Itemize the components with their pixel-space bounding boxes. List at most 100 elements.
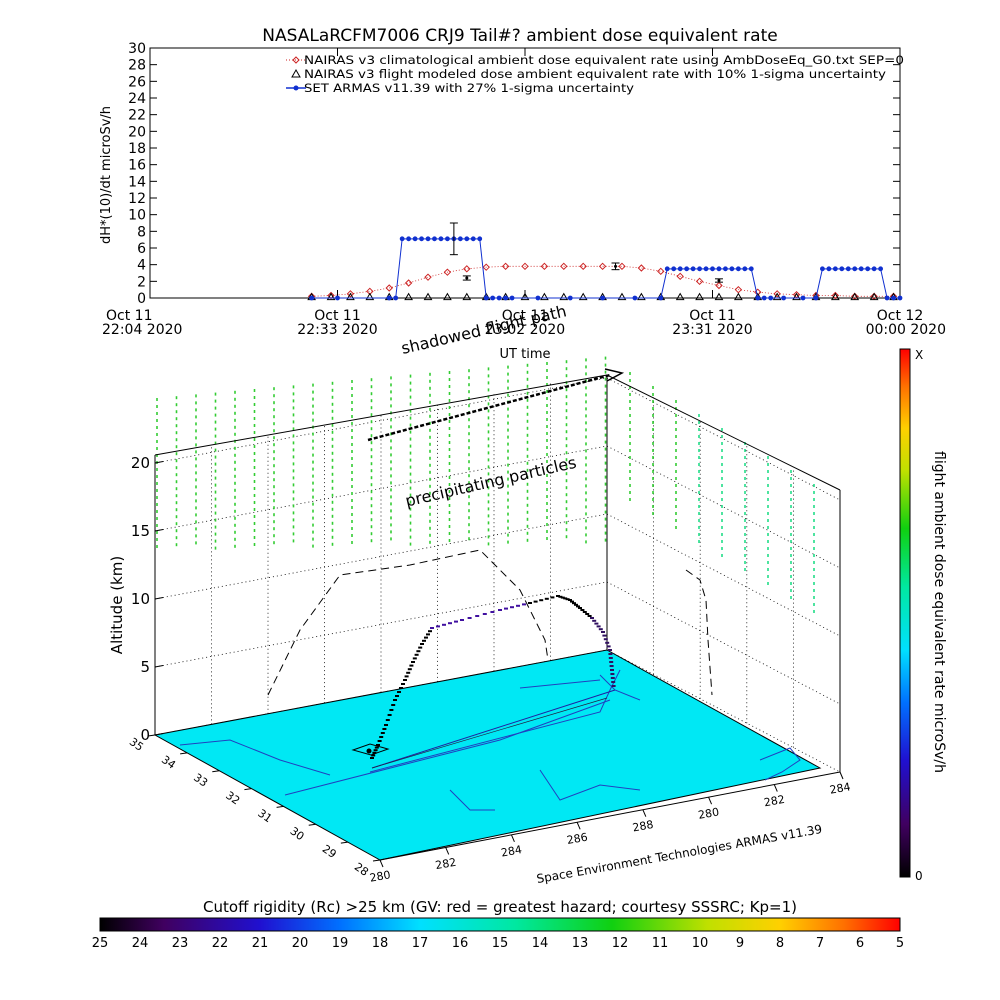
flight-path-dot: [611, 681, 616, 683]
flight-path-dot: [510, 606, 514, 609]
flight-path-dot: [401, 683, 405, 685]
armas-point: [425, 236, 431, 242]
x-tick-label: Oct 12: [877, 308, 923, 324]
flight-path-dot: [504, 607, 508, 610]
armas-point: [703, 266, 709, 272]
rigidity-label: 11: [652, 936, 669, 951]
legend: NAIRAS v3 climatological ambient dose eq…: [286, 53, 904, 95]
flight-path-dot: [516, 604, 520, 607]
flight-path-dot: [389, 709, 394, 711]
climatological-point: [637, 264, 646, 272]
flight-path-dot: [522, 603, 526, 606]
dose-colorbar: X 0 flight ambient dose equivalent rate …: [899, 348, 947, 883]
y-tick-label: 16: [128, 158, 146, 174]
lat-tick-label: 28: [352, 860, 371, 879]
z-tick-mark: [154, 597, 164, 600]
x-tick-label: Oct 11: [502, 308, 548, 324]
climatological-point: [346, 290, 355, 298]
flight-path-dot: [399, 687, 403, 689]
coastline: [519, 679, 601, 689]
armas-point: [671, 266, 677, 272]
flight-path-dot: [374, 746, 379, 749]
aircraft-center: [366, 748, 372, 754]
climatological-point: [385, 284, 393, 292]
flight-path-dot: [602, 634, 607, 637]
rigidity-label: 21: [252, 936, 269, 951]
armas-point: [664, 266, 670, 272]
armas-point: [567, 295, 573, 301]
y-tick-label: 0: [137, 291, 146, 307]
lon-tick-label: 284: [500, 843, 523, 859]
flight-path-dot: [605, 641, 610, 644]
flight-path-dot: [539, 599, 544, 602]
aircraft-marker: [351, 743, 390, 756]
wall-gridline: [606, 445, 841, 569]
armas-point: [432, 236, 437, 242]
flight-path-dot: [544, 597, 549, 600]
flight-path-dot: [384, 724, 388, 726]
ground-track: [371, 689, 616, 769]
lon-tick-mark: [839, 771, 844, 780]
lat-tick-label: 31: [255, 807, 274, 826]
flight-path-dot: [580, 609, 585, 611]
flight-path-dot: [442, 623, 446, 626]
flight-path-dot: [610, 673, 615, 675]
flight-path-dot: [422, 639, 426, 642]
flight-path-dot: [611, 685, 616, 687]
rigidity-title: Cutoff rigidity (Rc) >25 km (GV: red = g…: [203, 898, 797, 916]
x-tick-label: Oct 11: [314, 308, 360, 324]
flight-path-dot: [528, 602, 532, 604]
armas-point: [509, 295, 515, 301]
lat-tick-mark: [308, 823, 316, 826]
flight-path-dot: [609, 661, 614, 663]
armas-point: [406, 236, 412, 242]
armas-point: [723, 266, 728, 272]
x-tick-label: 23:31 2020: [672, 322, 752, 338]
lat-tick-label: 32: [223, 789, 242, 808]
armas-point: [735, 266, 741, 272]
flight-path-dot: [370, 757, 374, 759]
rigidity-label: 10: [692, 936, 709, 951]
rigidity-label: 13: [572, 936, 589, 951]
rigidity-label: 20: [292, 936, 309, 951]
armas-point: [658, 295, 664, 301]
flight-path-dot: [603, 638, 608, 641]
rigidity-label: 5: [896, 936, 904, 951]
lat-tick-label: 29: [320, 842, 339, 861]
flight-path-dot: [460, 619, 464, 621]
flight-model-point: [520, 292, 530, 301]
flight-model-point: [365, 292, 375, 301]
flight-path-dot: [409, 664, 414, 667]
armas-point: [393, 295, 399, 301]
lat-tick-label: 33: [191, 771, 210, 790]
y-tick-label: 12: [128, 191, 146, 207]
armas-point: [710, 266, 715, 272]
rigidity-gradient: [99, 917, 901, 932]
flight-path-dot: [414, 653, 419, 656]
flight-path-dot: [412, 657, 417, 660]
armas-point: [781, 295, 787, 301]
flight-path-dot: [592, 619, 597, 622]
colorbar-bottom-label: 0: [915, 869, 923, 883]
annotation-precipitating-particles: precipitating particles: [403, 453, 578, 511]
flight-path-dot: [380, 732, 385, 734]
y-tick-label: 22: [128, 108, 146, 124]
flight-path-dot: [550, 596, 555, 599]
flight-path: [351, 368, 625, 769]
armas-point: [697, 266, 702, 272]
flight-path-dot: [397, 691, 401, 693]
wall-gridline: [606, 513, 841, 637]
climatological-point: [579, 262, 587, 271]
flight-path-dot: [606, 645, 611, 648]
altitude-axis-label: Altitude (km): [108, 556, 126, 654]
y-tick-label: 2: [137, 274, 146, 290]
y-tick-label: 8: [137, 224, 146, 240]
rigidity-label: 18: [372, 936, 389, 951]
y-tick-label: 28: [128, 58, 146, 74]
armas-point: [335, 295, 340, 301]
shadow-curve: [685, 569, 713, 696]
rigidity-label: 24: [132, 936, 149, 951]
